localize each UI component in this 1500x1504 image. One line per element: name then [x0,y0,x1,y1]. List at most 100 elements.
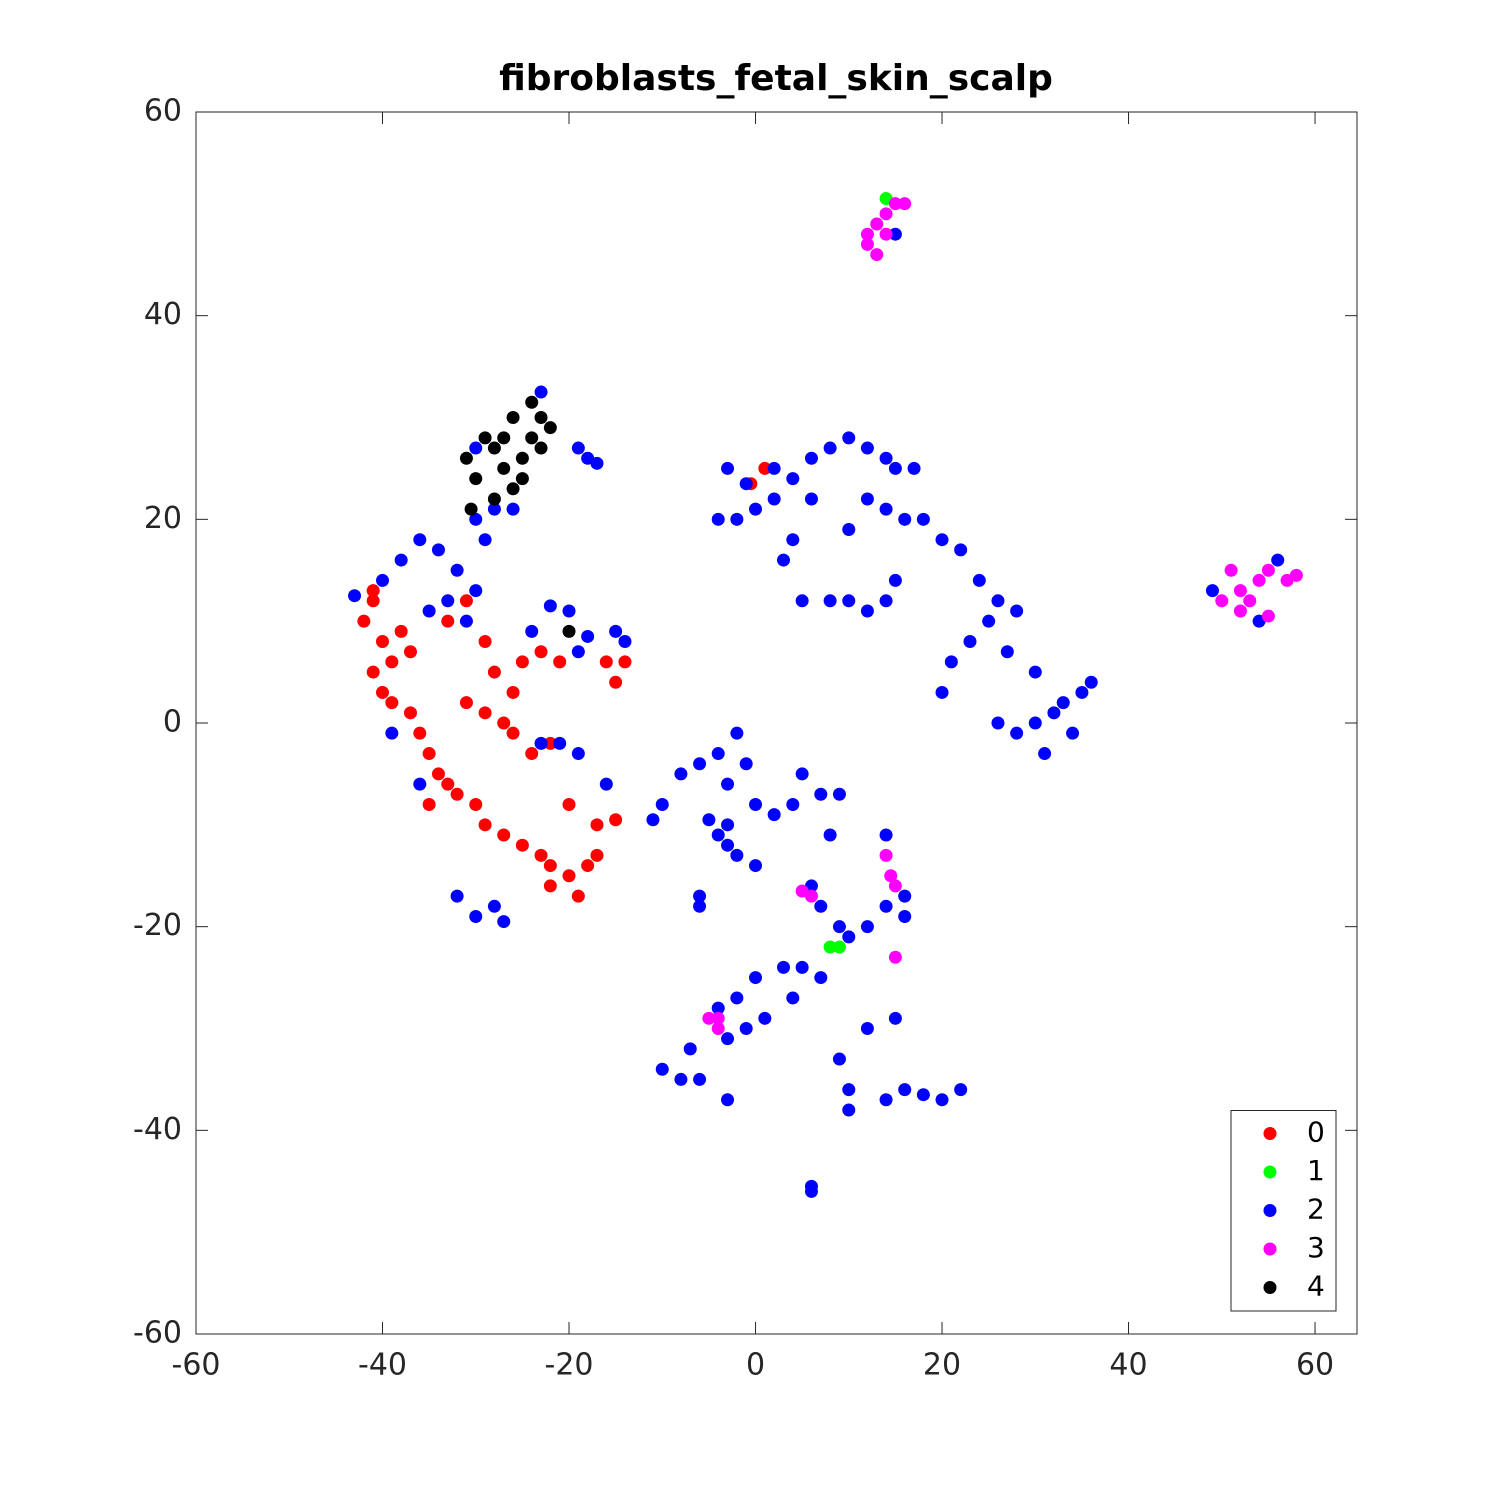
point [525,395,539,409]
point [730,848,744,862]
point [786,533,800,547]
point [441,594,455,608]
point [618,635,632,649]
point [464,502,478,516]
point [711,1011,725,1025]
point [749,502,763,516]
point [534,645,548,659]
point [982,614,996,628]
point [609,813,623,827]
point [609,675,623,689]
point [879,451,893,465]
y-tick-label: -40 [133,1112,182,1147]
point [581,629,595,643]
point [450,889,464,903]
point [916,512,930,526]
point [422,797,436,811]
point [534,848,548,862]
point [1233,584,1247,598]
x-tick-label: 0 [746,1348,765,1383]
point [842,930,856,944]
legend-label: 3 [1307,1231,1325,1264]
point [562,624,576,638]
point [711,1022,725,1035]
point [832,940,846,954]
point [422,604,436,618]
point [469,909,483,923]
point [1271,553,1285,567]
point [935,685,949,699]
point [357,614,371,628]
point [1010,726,1024,740]
point [478,706,492,720]
chart-title: fibroblasts_fetal_skin_scalp [499,58,1053,99]
point [804,1184,818,1198]
point [702,813,716,827]
point [767,492,781,506]
point [646,813,660,827]
point [730,512,744,526]
point [543,879,557,893]
point [543,421,557,435]
legend-marker [1263,1281,1277,1294]
point [721,1093,735,1107]
point [562,797,576,811]
point [487,492,501,506]
x-tick-label: -40 [358,1348,407,1383]
point [860,237,874,251]
point [1028,716,1042,730]
point [590,848,604,862]
point [898,512,912,526]
point [860,492,874,506]
legend-label: 4 [1307,1270,1325,1303]
point [842,594,856,608]
point [693,1072,707,1086]
point [786,472,800,486]
point [888,1011,902,1025]
point [767,461,781,475]
legend-marker [1263,1127,1277,1140]
point [860,604,874,618]
legend-box [1230,1110,1337,1312]
point [487,665,501,679]
point [898,197,912,211]
point [571,645,585,659]
point [954,1083,968,1097]
point [571,441,585,455]
point [879,848,893,862]
point [506,411,520,424]
legend-marker [1263,1242,1277,1256]
y-tick-label: -60 [133,1316,182,1351]
point [497,915,511,929]
point [721,838,735,852]
point [730,726,744,740]
point [702,1011,716,1025]
point [888,227,902,241]
point [562,604,576,618]
point [487,502,501,516]
point [814,787,828,801]
point [469,472,483,486]
point [450,563,464,577]
point [888,950,902,964]
point [562,869,576,883]
point [1205,584,1219,598]
point [497,431,511,445]
point [711,512,725,526]
point [441,614,455,628]
point [693,899,707,913]
point [860,1022,874,1035]
legend-marker [1263,1204,1277,1217]
x-tick-label: 40 [1109,1348,1147,1383]
point [450,787,464,801]
point [385,655,399,669]
point [348,589,362,603]
point [884,869,898,883]
point [776,960,790,974]
point [721,1032,735,1046]
point [1047,706,1061,720]
point [814,899,828,913]
point [1084,675,1098,689]
point [879,227,893,241]
